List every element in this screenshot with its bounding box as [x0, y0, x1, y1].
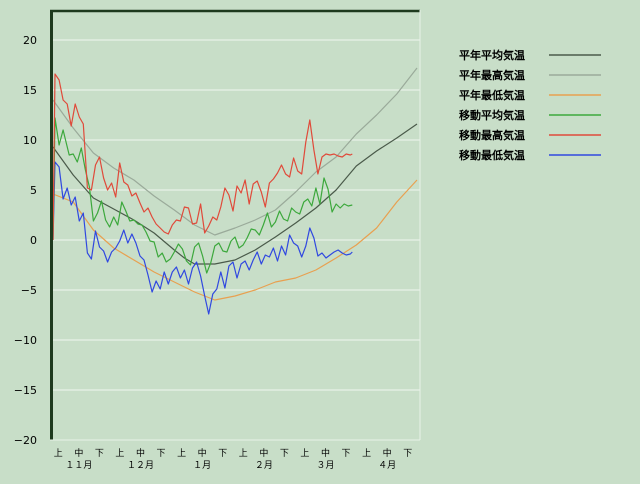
y-tick-label: −15 — [14, 384, 37, 397]
x-tick-label: 上 — [300, 448, 309, 459]
legend-label: 移動最高気温 — [459, 128, 525, 142]
x-tick-label: 上 — [54, 448, 63, 459]
month-label: ４月 — [378, 460, 396, 471]
y-tick-label: 5 — [30, 184, 37, 197]
x-tick-label: 中 — [259, 447, 268, 459]
month-label: １２月 — [127, 460, 154, 471]
x-tick-label: 上 — [177, 448, 186, 459]
y-tick-label: −20 — [14, 434, 37, 447]
x-tick-label: 下 — [218, 449, 227, 459]
x-tick-label: 下 — [342, 449, 351, 459]
x-tick-label: 上 — [239, 448, 248, 459]
legend-label: 移動最低気温 — [459, 148, 525, 162]
month-label: ３月 — [316, 460, 334, 471]
x-tick-label: 下 — [95, 449, 104, 459]
y-tick-label: 20 — [23, 34, 37, 47]
x-tick-label: 中 — [198, 447, 207, 459]
legend-label: 平年最高気温 — [459, 68, 525, 82]
month-labels: １１月 １２月 １月 ２月 ３月 ４月 — [65, 460, 396, 471]
series-line-6 — [52, 161, 353, 315]
month-label: １月 — [193, 460, 211, 471]
gridlines — [50, 39, 420, 391]
y-tick-labels: 20 15 10 5 0 −5 −10 −15 −20 — [14, 34, 37, 447]
series-line-4 — [52, 117, 353, 274]
month-label: １１月 — [65, 460, 92, 471]
plot-area — [50, 10, 420, 440]
x-tick-label: 上 — [115, 448, 124, 459]
x-tick-labels: 上中下上中下上中下上中下上中下上中下 — [54, 447, 412, 459]
series-line-5 — [52, 73, 353, 241]
axes — [50, 9, 421, 441]
legend-label: 平年平均気温 — [459, 48, 525, 62]
legend-label: 移動平均気温 — [459, 108, 525, 122]
x-tick-label: 中 — [321, 447, 330, 459]
y-tick-label: 10 — [23, 134, 37, 147]
x-tick-label: 下 — [280, 449, 289, 459]
x-tick-label: 下 — [157, 449, 166, 459]
series-line-1 — [52, 123, 418, 265]
x-tick-label: 中 — [136, 447, 145, 459]
y-tick-label: 15 — [23, 84, 37, 97]
legend-label: 平年最低気温 — [459, 88, 525, 102]
series-line-2 — [52, 67, 418, 236]
x-tick-label: 下 — [403, 449, 412, 459]
month-label: ２月 — [255, 460, 273, 471]
x-tick-label: 中 — [383, 447, 392, 459]
y-tick-label: −5 — [21, 284, 37, 297]
y-tick-label: −10 — [14, 334, 37, 347]
x-tick-label: 中 — [74, 447, 83, 459]
x-tick-label: 上 — [362, 448, 371, 459]
series-line-3 — [52, 179, 418, 301]
y-tick-label: 0 — [30, 234, 37, 247]
series-layer — [52, 67, 418, 315]
